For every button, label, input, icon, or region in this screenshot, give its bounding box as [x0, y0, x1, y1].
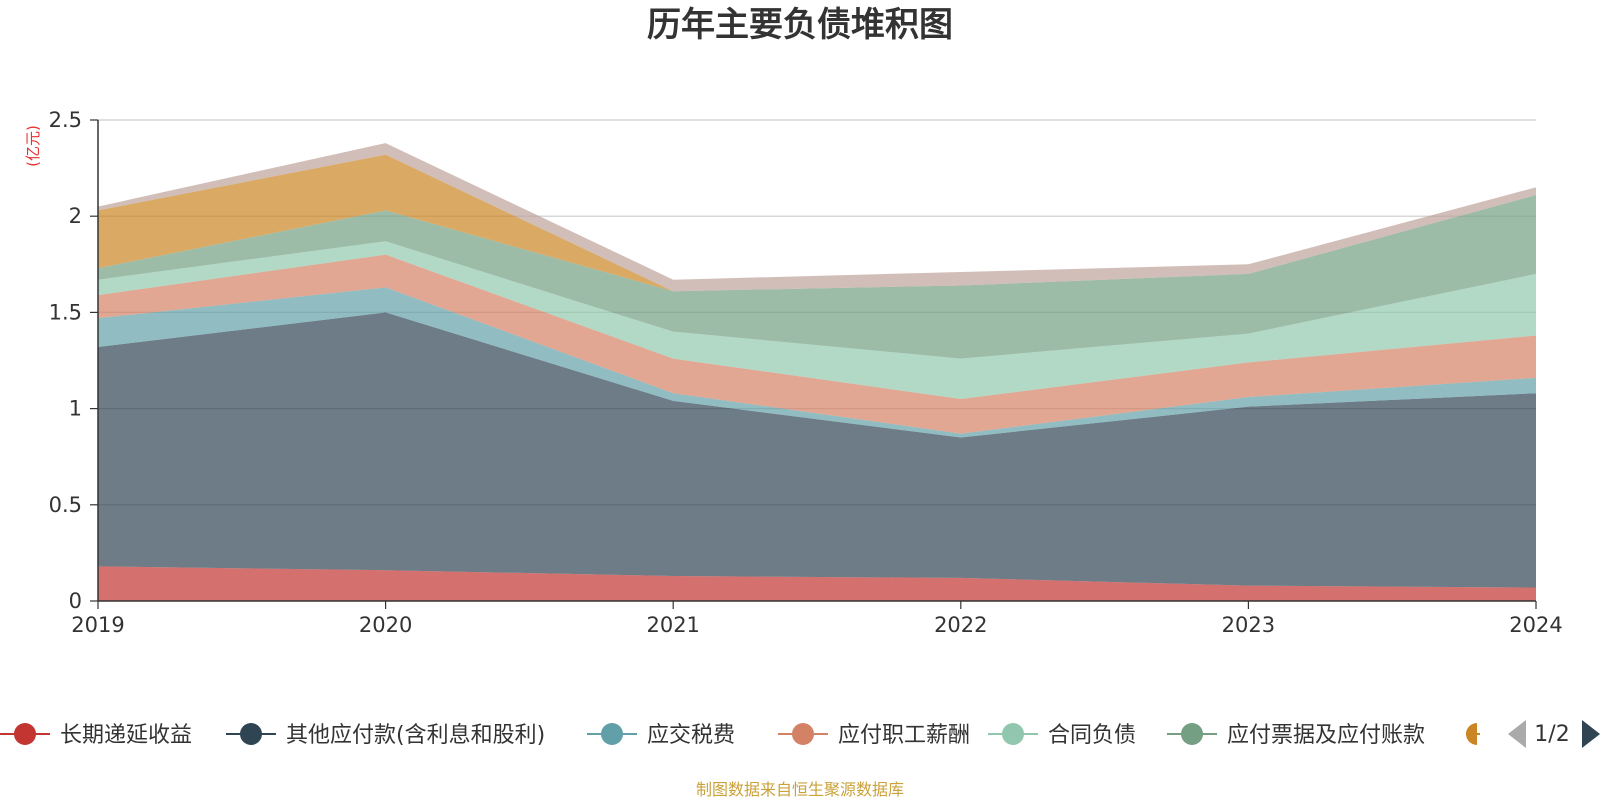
legend-pager: 1/2	[1508, 720, 1600, 748]
legend-item[interactable]: 应交税费	[587, 723, 735, 748]
x-tick-label: 2020	[359, 613, 412, 637]
legend: 长期递延收益 其他应付款(含利息和股利) 应交税费 应付职工薪酬 合同负债 应付票据及应付…	[0, 723, 1480, 748]
legend-marker-icon	[1466, 723, 1477, 745]
y-tick-label: 2	[69, 204, 82, 228]
legend-marker-icon	[240, 723, 262, 745]
y-tick-label: 1	[69, 397, 82, 421]
area-series-1	[98, 566, 1536, 601]
x-tick-label: 2019	[71, 613, 124, 637]
legend-marker-icon	[14, 723, 36, 745]
legend-page-indicator: 1/2	[1534, 722, 1569, 747]
legend-item[interactable]: 长期递延收益	[0, 723, 192, 748]
legend-marker-icon	[1181, 723, 1203, 745]
x-tick-label: 2021	[646, 613, 699, 637]
area-series-5	[98, 241, 1536, 399]
area-series-4	[98, 254, 1536, 434]
y-tick-label: 1.5	[49, 300, 82, 324]
legend-marker-icon	[1002, 723, 1024, 745]
legend-item[interactable]: 其他应付款(含利息和股利)	[226, 723, 545, 748]
axes	[97, 120, 1536, 602]
x-tick-labels: 2019 2020 2021 2022 2023 2024	[71, 601, 1563, 637]
area-series-2	[98, 312, 1536, 588]
chart-title: 历年主要负债堆积图	[647, 5, 953, 45]
area-series-6	[98, 195, 1536, 359]
area-series-8	[98, 143, 1536, 292]
legend-item-overflow[interactable]	[1466, 723, 1480, 745]
area-series-7	[98, 154, 1536, 292]
legend-item[interactable]: 应付票据及应付账款	[1167, 723, 1425, 748]
legend-label: 长期递延收益	[60, 723, 192, 748]
legend-label: 应付职工薪酬	[838, 723, 970, 748]
y-tick-labels: 0 0.5 1 1.5 2 2.5	[49, 108, 98, 613]
legend-label: 其他应付款(含利息和股利)	[286, 723, 545, 748]
x-tick-label: 2024	[1509, 613, 1562, 637]
legend-prev-arrow-icon[interactable]	[1508, 720, 1526, 748]
legend-item[interactable]: 合同负债	[988, 723, 1136, 748]
legend-next-arrow-icon[interactable]	[1582, 720, 1600, 748]
legend-item[interactable]: 应付职工薪酬	[778, 723, 970, 748]
legend-label: 应交税费	[647, 723, 735, 748]
area-series	[98, 143, 1536, 601]
y-axis-unit: (亿元)	[24, 125, 42, 167]
data-source-note: 制图数据来自恒生聚源数据库	[696, 780, 904, 799]
area-series-3	[98, 287, 1536, 438]
y-tick-label: 2.5	[49, 108, 82, 132]
legend-label: 应付票据及应付账款	[1227, 723, 1425, 748]
x-tick-label: 2022	[934, 613, 987, 637]
legend-label: 合同负债	[1048, 723, 1136, 748]
y-tick-label: 0.5	[49, 493, 82, 517]
legend-marker-icon	[601, 723, 623, 745]
x-tick-label: 2023	[1222, 613, 1275, 637]
y-tick-label: 0	[69, 589, 82, 613]
legend-marker-icon	[792, 723, 814, 745]
